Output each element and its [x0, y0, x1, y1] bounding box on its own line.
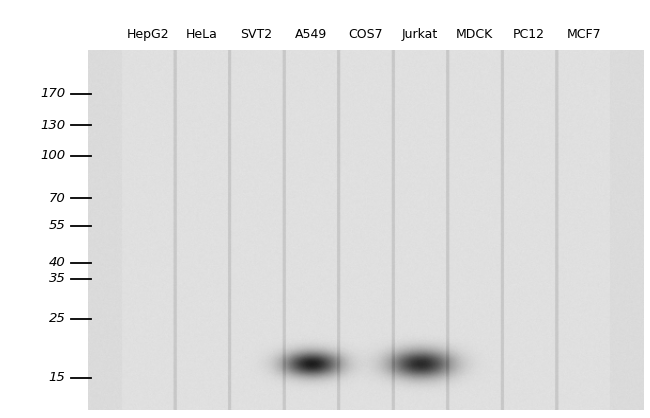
Text: 70: 70: [49, 192, 66, 205]
Text: 130: 130: [40, 119, 66, 132]
Text: 170: 170: [40, 87, 66, 100]
Text: COS7: COS7: [348, 28, 383, 41]
Text: MCF7: MCF7: [566, 28, 601, 41]
Text: Jurkat: Jurkat: [402, 28, 438, 41]
Text: A549: A549: [295, 28, 327, 41]
Text: 15: 15: [49, 372, 66, 385]
Text: 25: 25: [49, 312, 66, 325]
Text: 40: 40: [49, 256, 66, 269]
Text: 35: 35: [49, 272, 66, 285]
Text: SVT2: SVT2: [240, 28, 272, 41]
Text: 55: 55: [49, 219, 66, 232]
Text: 100: 100: [40, 149, 66, 162]
Text: HeLa: HeLa: [186, 28, 218, 41]
Text: HepG2: HepG2: [126, 28, 169, 41]
Text: PC12: PC12: [513, 28, 545, 41]
Text: MDCK: MDCK: [456, 28, 493, 41]
